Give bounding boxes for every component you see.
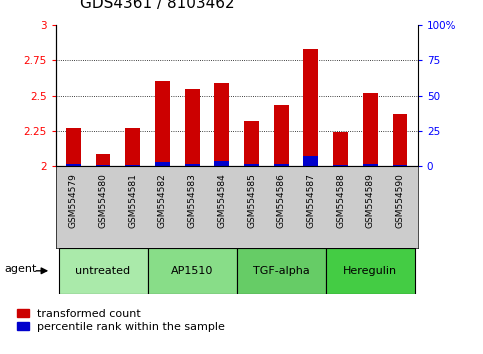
Text: agent: agent — [5, 264, 37, 274]
Bar — [125, 165, 140, 166]
Legend: transformed count, percentile rank within the sample: transformed count, percentile rank withi… — [15, 307, 227, 334]
Bar — [96, 165, 111, 166]
Text: TGF-alpha: TGF-alpha — [253, 266, 310, 276]
Text: untreated: untreated — [75, 266, 130, 276]
Text: GSM554588: GSM554588 — [336, 173, 345, 228]
Text: GSM554589: GSM554589 — [366, 173, 375, 228]
Bar — [58, 248, 148, 294]
Bar — [274, 164, 289, 166]
Text: GSM554581: GSM554581 — [128, 173, 137, 228]
Text: GSM554590: GSM554590 — [396, 173, 404, 228]
Bar — [125, 128, 140, 166]
Bar — [66, 164, 81, 166]
Bar — [96, 154, 111, 166]
Text: GSM554580: GSM554580 — [99, 173, 108, 228]
Bar — [333, 165, 348, 166]
Bar — [185, 88, 199, 166]
Bar — [155, 162, 170, 166]
Bar — [363, 164, 378, 166]
Bar — [274, 105, 289, 166]
Text: GSM554586: GSM554586 — [277, 173, 286, 228]
Text: GDS4361 / 8103462: GDS4361 / 8103462 — [80, 0, 234, 11]
Bar — [393, 114, 407, 166]
Bar — [214, 161, 229, 166]
Bar — [66, 128, 81, 166]
Text: GSM554583: GSM554583 — [187, 173, 197, 228]
Text: GSM554585: GSM554585 — [247, 173, 256, 228]
Bar — [244, 164, 259, 166]
Text: GSM554582: GSM554582 — [158, 173, 167, 228]
Text: GSM554587: GSM554587 — [306, 173, 315, 228]
Bar — [237, 248, 326, 294]
Bar — [326, 248, 415, 294]
Bar — [148, 248, 237, 294]
Bar — [393, 165, 407, 166]
Text: GSM554584: GSM554584 — [217, 173, 227, 228]
Text: Heregulin: Heregulin — [343, 266, 398, 276]
Bar — [244, 121, 259, 166]
Bar — [185, 164, 199, 166]
Text: GSM554579: GSM554579 — [69, 173, 78, 228]
Bar — [303, 156, 318, 166]
Bar — [214, 83, 229, 166]
Bar — [155, 81, 170, 166]
Bar — [303, 49, 318, 166]
Text: AP1510: AP1510 — [171, 266, 213, 276]
Bar — [363, 93, 378, 166]
Bar — [333, 132, 348, 166]
